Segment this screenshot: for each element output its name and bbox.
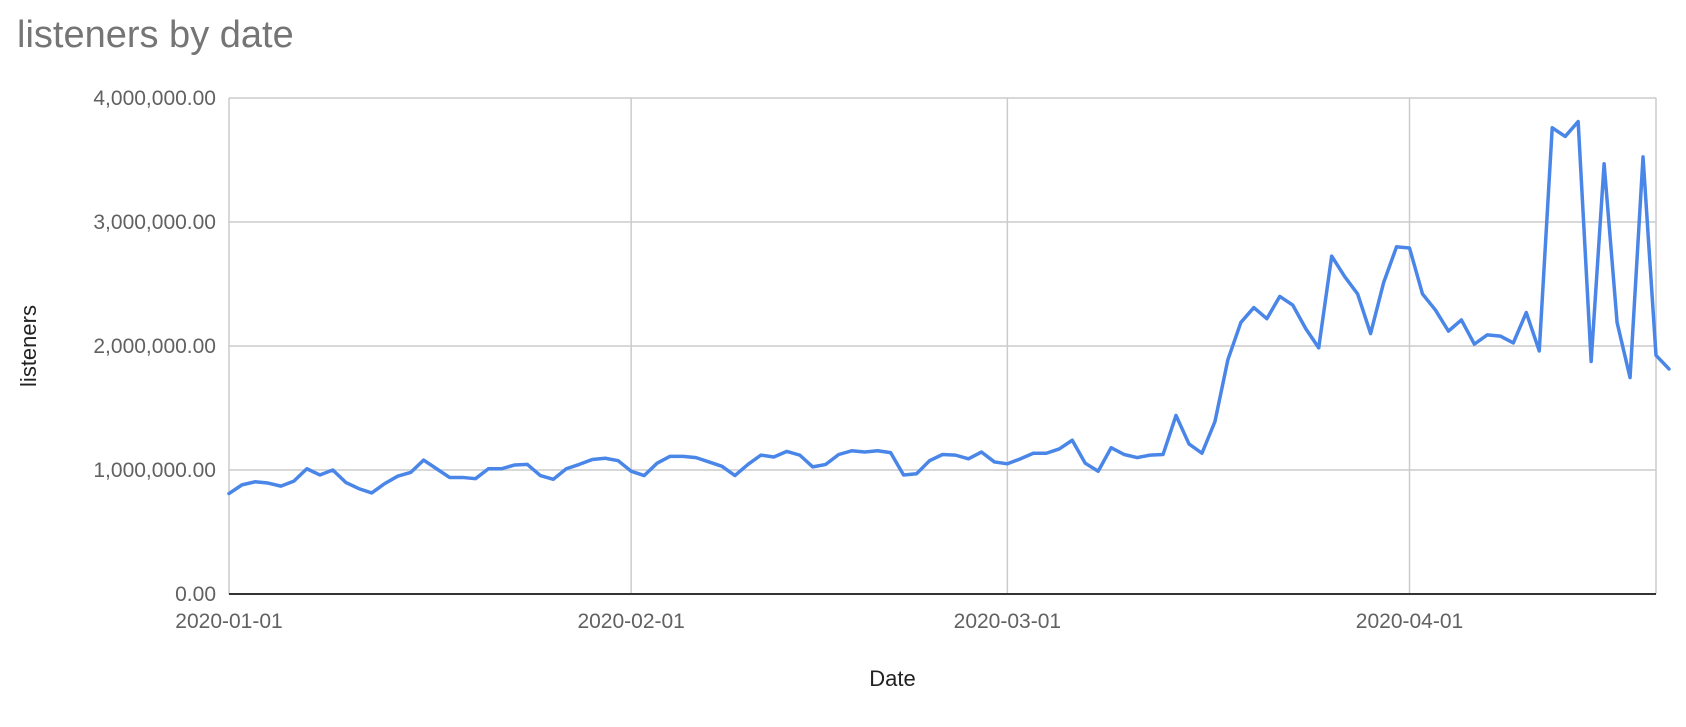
series-group bbox=[227, 119, 1671, 496]
x-tick-label: 2020-03-01 bbox=[954, 610, 1061, 633]
y-axis-title: listeners bbox=[16, 305, 41, 387]
y-axis-tick-labels: 0.00 1,000,000.00 2,000,000.00 3,000,000.00… bbox=[93, 87, 216, 606]
vertical-gridlines bbox=[228, 98, 1657, 594]
x-tick-label: 2020-02-01 bbox=[577, 610, 684, 633]
y-tick-label: 3,000,000.00 bbox=[93, 211, 216, 234]
x-axis-tick-labels: 2020-01-01 2020-02-01 2020-03-01 2020-04-01 bbox=[175, 610, 1463, 633]
series-line-0 bbox=[227, 119, 1671, 496]
y-tick-label: 0.00 bbox=[175, 583, 216, 606]
y-tick-label: 1,000,000.00 bbox=[93, 459, 216, 482]
x-tick-label: 2020-01-01 bbox=[175, 610, 282, 633]
y-tick-label: 4,000,000.00 bbox=[93, 87, 216, 110]
x-tick-label: 2020-04-01 bbox=[1356, 610, 1463, 633]
chart-title: listeners by date bbox=[17, 14, 294, 56]
horizontal-gridlines bbox=[229, 97, 1656, 471]
x-axis-title: Date bbox=[869, 666, 915, 691]
y-tick-label: 2,000,000.00 bbox=[93, 335, 216, 358]
